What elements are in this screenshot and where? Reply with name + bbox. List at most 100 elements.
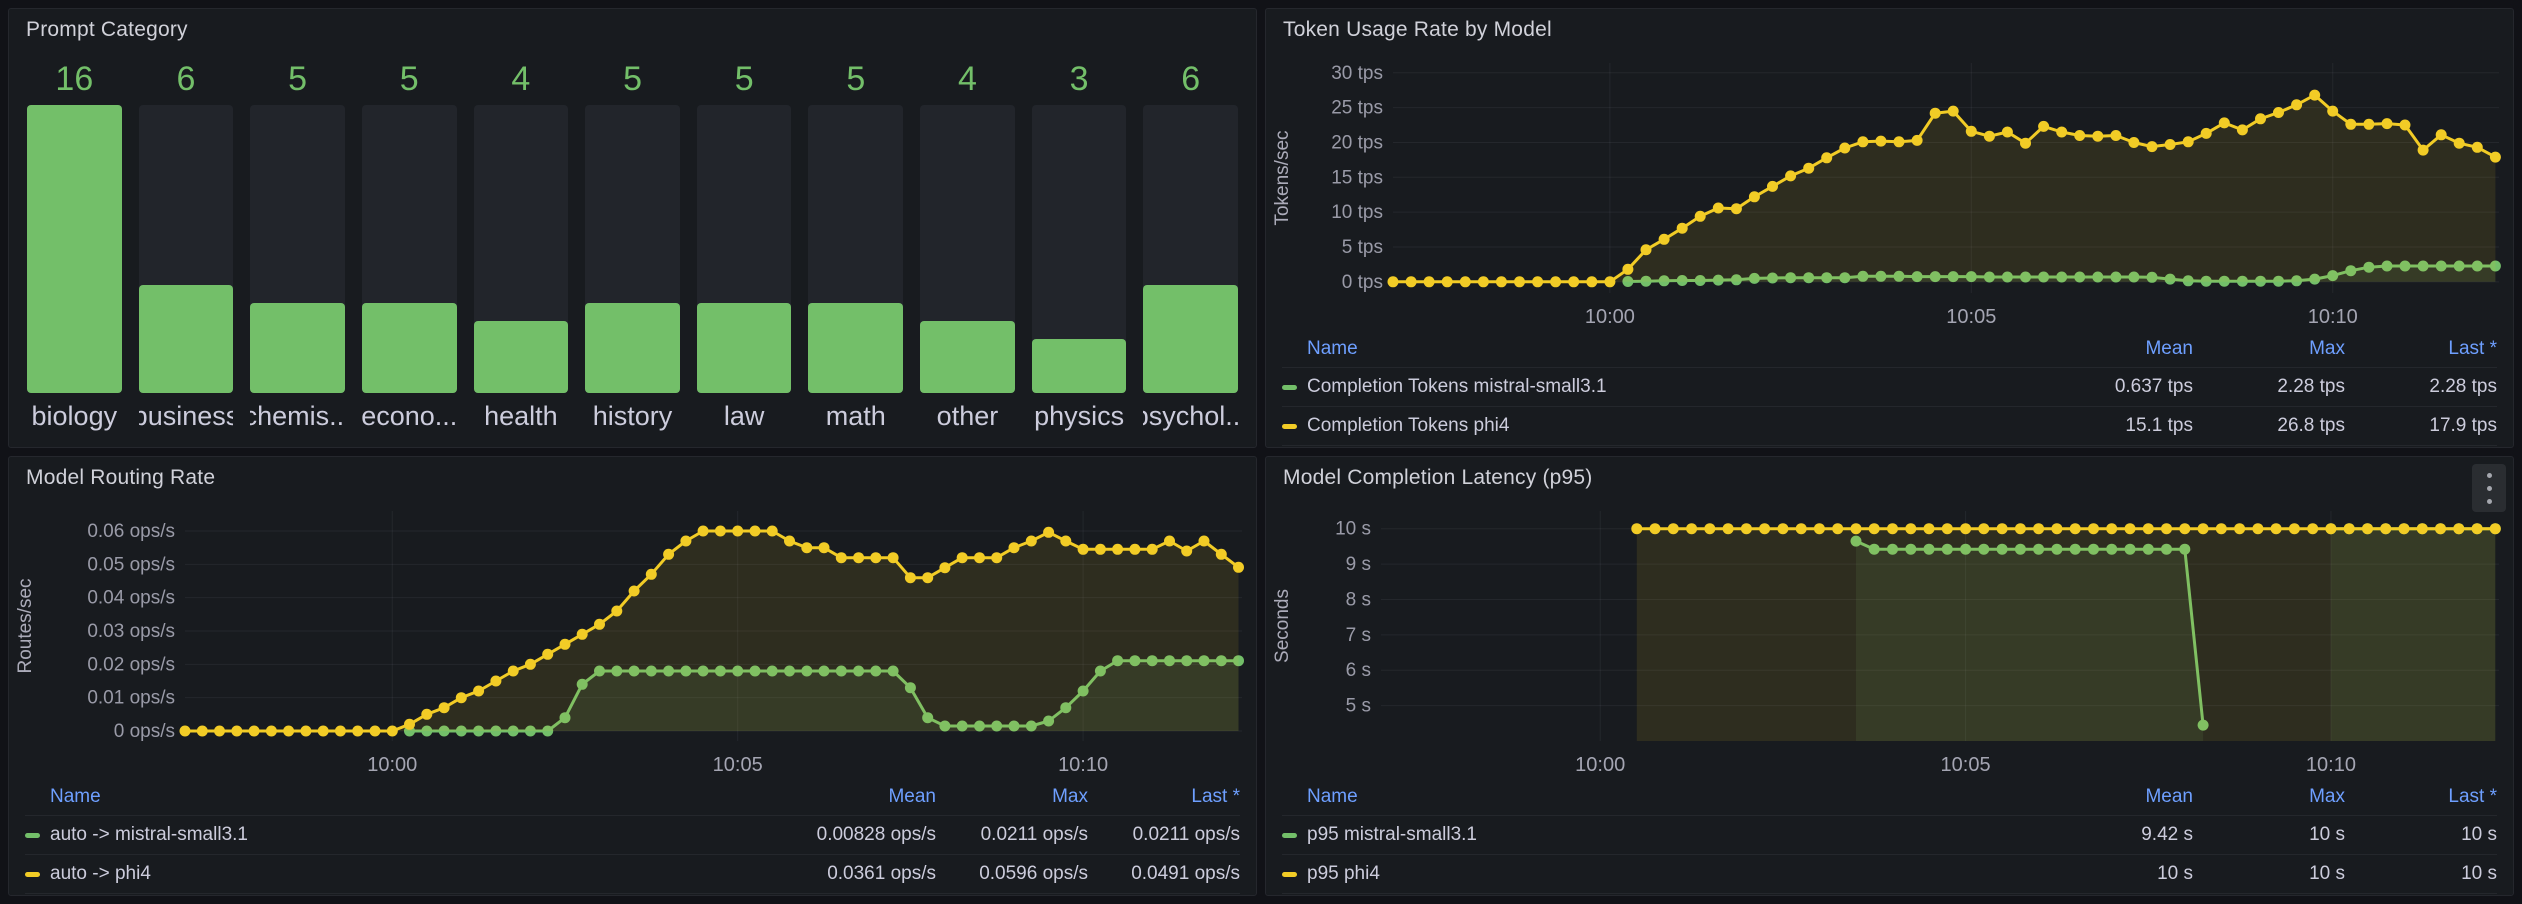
bar-track — [1031, 105, 1127, 393]
legend-series-swatch — [1282, 384, 1297, 390]
legend-series-name[interactable]: p95 mistral-small3.1 — [1307, 824, 1477, 845]
legend-series-name[interactable]: p95 phi4 — [1307, 863, 1380, 884]
legend-series-swatch — [25, 832, 40, 838]
legend-row: auto -> phi4 0.0361 ops/s 0.0596 ops/s 0.04… — [25, 855, 1240, 894]
x-axis-tick-label: 10:10 — [2306, 754, 2356, 776]
legend-series-name[interactable]: Completion Tokens phi4 — [1307, 415, 1510, 436]
legend-col-mean[interactable]: Mean — [2145, 338, 2193, 359]
legend-series-name[interactable]: auto -> phi4 — [50, 863, 151, 884]
y-axis-tick-label: 6 s — [1346, 660, 1371, 681]
y-axis-tick-label: 0 tps — [1342, 272, 1383, 293]
legend-max-value: 10 s — [2309, 824, 2345, 845]
legend-last-value: 2.28 tps — [2429, 376, 2497, 397]
y-axis-tick-label: 30 tps — [1331, 63, 1383, 84]
legend-col-mean[interactable]: Mean — [888, 786, 936, 807]
legend-max-value: 0.0596 ops/s — [979, 863, 1088, 884]
y-axis-tick-label: 5 s — [1346, 696, 1371, 717]
panel-header: Model Completion Latency (p95) — [1266, 457, 2513, 499]
bar-track — [1143, 105, 1239, 393]
panel-title[interactable]: Prompt Category — [26, 18, 188, 41]
bar-category-label: math — [825, 400, 886, 431]
y-axis-tick-label: 0.06 ops/s — [87, 521, 175, 542]
bar-track — [361, 105, 457, 393]
legend-header-row: Name Mean Max Last * — [1282, 331, 2497, 368]
panel-title[interactable]: Token Usage Rate by Model — [1283, 18, 1552, 41]
legend-col-max[interactable]: Max — [1052, 786, 1088, 807]
legend-series-name[interactable]: auto -> mistral-small3.1 — [50, 824, 248, 845]
panel-title[interactable]: Model Routing Rate — [26, 466, 216, 489]
legend-row: p95 mistral-small3.1 9.42 s 10 s 10 s — [1282, 816, 2497, 855]
bar-value-label: 6 — [176, 59, 196, 98]
legend-header-name-label: Name — [1307, 786, 1358, 807]
kebab-menu-icon[interactable] — [2472, 464, 2506, 512]
bar-category-label: chemis... — [250, 400, 345, 431]
bar-fill — [473, 321, 569, 393]
bar-value-label: 5 — [399, 59, 419, 98]
bar-category-label: law — [723, 400, 765, 431]
legend-last-value: 0.0211 ops/s — [1132, 824, 1240, 845]
legend-mean-value: 0.0361 ops/s — [827, 863, 936, 884]
legend-name-cell: Completion Tokens mistral-small3.1 — [1282, 376, 2041, 398]
bar-track — [27, 105, 122, 393]
legend-table: Name Mean Max Last * auto -> mistral-small3.… — [9, 779, 1256, 895]
bar-category-label: other — [936, 400, 999, 431]
y-axis-title: Tokens/sec — [1272, 130, 1293, 225]
legend-series-name[interactable]: Completion Tokens mistral-small3.1 — [1307, 376, 1607, 397]
x-axis-tick-label: 10:05 — [1946, 306, 1996, 328]
y-axis-title: Seconds — [1272, 589, 1293, 663]
bar-gauge: 16 biology 6 business 5 chemis... 5 econo... 4 he… — [9, 51, 1256, 447]
bar-track — [585, 105, 680, 393]
series-green — [404, 655, 1244, 737]
y-axis-tick-label: 25 tps — [1331, 98, 1383, 119]
legend-col-name[interactable]: Name — [1282, 338, 2041, 360]
bar-category-label: physics — [1034, 400, 1125, 431]
bar-value-label: 6 — [1181, 59, 1201, 98]
legend-last-value: 0.0491 ops/s — [1131, 863, 1240, 884]
legend-mean-value: 15.1 tps — [2125, 415, 2193, 436]
legend-col-last[interactable]: Last * — [2448, 338, 2497, 359]
bar-fill — [1143, 285, 1239, 393]
bar-category-label: history — [592, 400, 673, 431]
bar-fill — [808, 303, 904, 393]
bar-track — [696, 105, 792, 393]
legend-series-swatch — [1282, 832, 1297, 838]
legend-last-value: 10 s — [2461, 863, 2497, 884]
kebab-dot — [2486, 498, 2492, 504]
series-green — [1850, 523, 2501, 741]
legend-row: p95 phi4 10 s 10 s 10 s — [1282, 855, 2497, 894]
bar-value-label: 5 — [288, 59, 308, 98]
y-axis-tick-label: 0.03 ops/s — [87, 621, 175, 642]
x-axis-tick-label: 10:05 — [713, 754, 763, 776]
panel-prompt-category: Prompt Category 16 biology 6 business 5 chemi… — [8, 8, 1257, 448]
x-axis-tick-label: 10:05 — [1941, 754, 1991, 776]
legend-header-row: Name Mean Max Last * — [25, 779, 1240, 816]
bar-track — [473, 105, 569, 393]
bar-fill — [920, 321, 1015, 393]
chart-area: 0 ops/s 0.01 ops/s 0.02 ops/s 0.03 ops/s 0.0… — [9, 499, 1256, 779]
legend-col-name[interactable]: Name — [25, 786, 784, 808]
x-axis-tick-label: 10:00 — [1575, 754, 1625, 776]
bar-track — [920, 105, 1015, 393]
legend-header-name-label: Name — [50, 786, 101, 807]
legend-col-max[interactable]: Max — [2309, 338, 2345, 359]
bar-value-label: 16 — [55, 59, 94, 98]
legend-col-last[interactable]: Last * — [1191, 786, 1240, 807]
y-axis-tick-label: 10 s — [1335, 519, 1371, 540]
legend-col-name[interactable]: Name — [1282, 786, 2041, 808]
bar-track — [250, 105, 345, 393]
legend-series-swatch — [25, 871, 40, 877]
legend-last-value: 17.9 tps — [2429, 415, 2497, 436]
bar-column: 16 biology — [27, 53, 122, 439]
panel-header: Prompt Category — [9, 9, 1256, 51]
panel-title[interactable]: Model Completion Latency (p95) — [1283, 466, 1593, 489]
time-series-chart: 5 s 6 s 7 s 8 s 9 s 10 s 10:00 10:05 10:10 Second… — [1272, 511, 2501, 776]
legend-col-max[interactable]: Max — [2309, 786, 2345, 807]
legend-col-mean[interactable]: Mean — [2145, 786, 2193, 807]
x-axis-tick-label: 10:00 — [367, 754, 417, 776]
panel-token-usage: Token Usage Rate by Model 0 tps 5 tps 10 t… — [1265, 8, 2514, 448]
bar-column: 5 law — [696, 53, 792, 439]
legend-col-last[interactable]: Last * — [2448, 786, 2497, 807]
legend-name-cell: p95 mistral-small3.1 — [1282, 824, 2041, 846]
legend-row: Completion Tokens mistral-small3.1 0.637 … — [1282, 368, 2497, 407]
